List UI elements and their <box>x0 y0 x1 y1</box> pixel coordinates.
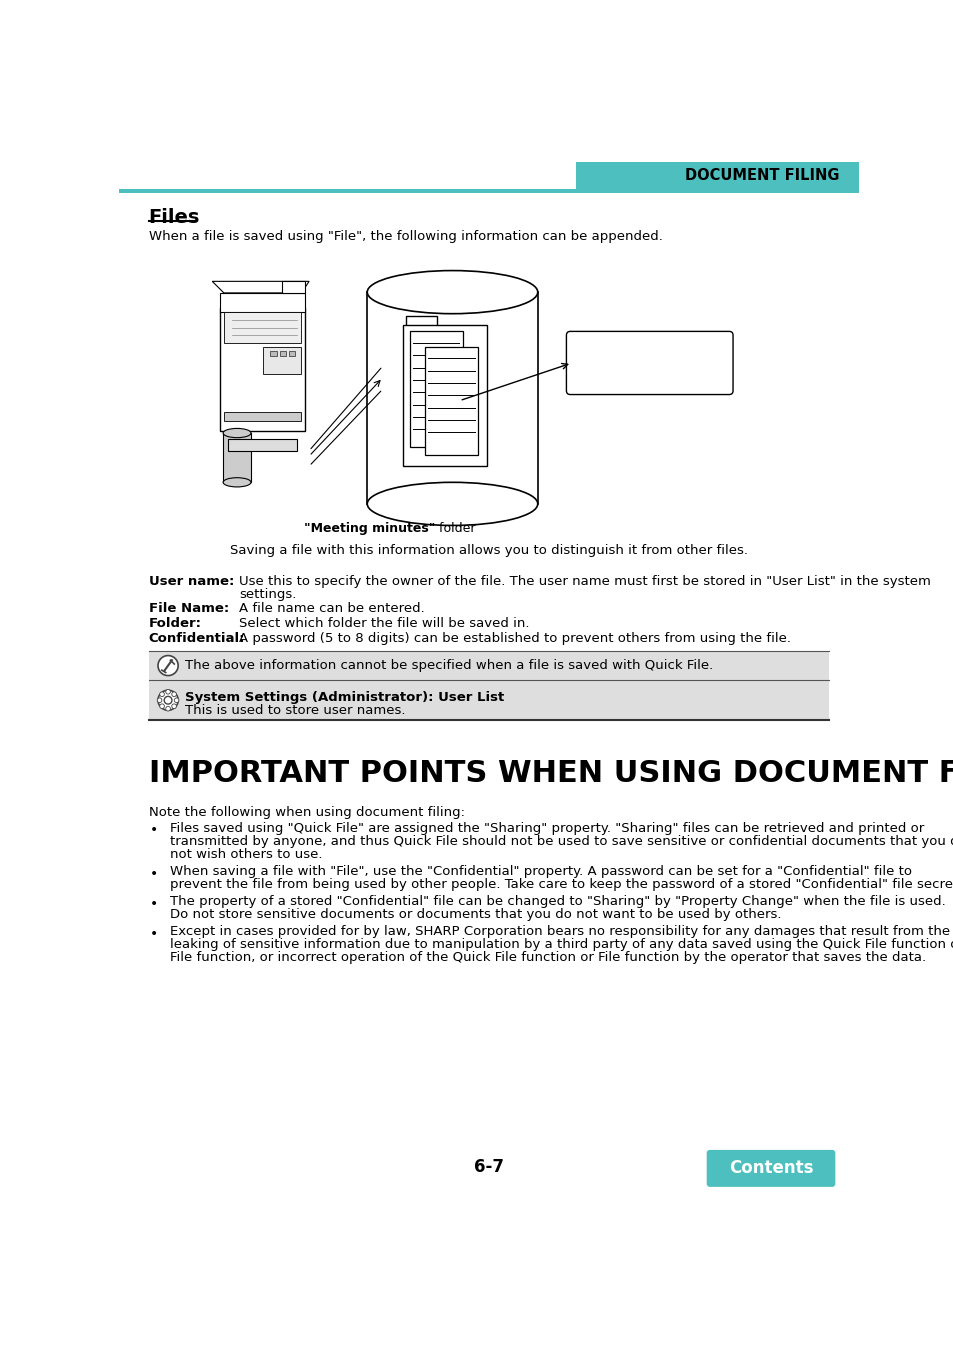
Bar <box>119 189 858 193</box>
Text: 12345678: 12345678 <box>630 374 690 386</box>
Ellipse shape <box>223 478 251 487</box>
Text: Contents: Contents <box>728 1160 812 1177</box>
Circle shape <box>166 690 171 694</box>
Bar <box>279 351 286 356</box>
Text: User name:: User name: <box>149 575 233 587</box>
Bar <box>410 331 462 447</box>
Text: Do not store sensitive documents or documents that you do not want to be used by: Do not store sensitive documents or docu… <box>170 909 781 921</box>
Text: Folder:: Folder: <box>149 617 201 630</box>
Circle shape <box>159 693 164 697</box>
Bar <box>367 292 537 504</box>
Text: •: • <box>150 896 158 911</box>
Text: not wish others to use.: not wish others to use. <box>170 848 322 861</box>
Circle shape <box>174 698 179 702</box>
Bar <box>220 293 305 312</box>
Polygon shape <box>212 281 309 293</box>
Circle shape <box>172 703 176 709</box>
Text: DOCUMENT FILING: DOCUMENT FILING <box>685 169 840 184</box>
Text: Confidential:: Confidential: <box>149 632 245 645</box>
Circle shape <box>158 656 178 675</box>
Circle shape <box>158 690 178 710</box>
Bar <box>149 651 828 680</box>
Bar <box>289 351 294 356</box>
Text: When saving a file with "File", use the "Confidential" property. A password can : When saving a file with "File", use the … <box>170 865 911 878</box>
Text: "Meeting minutes": "Meeting minutes" <box>304 522 435 536</box>
Circle shape <box>157 698 162 702</box>
FancyBboxPatch shape <box>566 331 732 394</box>
Text: File Name:: File Name: <box>576 358 651 371</box>
Bar <box>425 347 477 455</box>
Text: Select which folder the file will be saved in.: Select which folder the file will be sav… <box>239 617 529 630</box>
Text: Saving a file with this information allows you to distinguish it from other file: Saving a file with this information allo… <box>230 544 747 558</box>
Bar <box>220 308 305 432</box>
Bar <box>224 412 301 421</box>
Text: User Name:: User Name: <box>576 343 658 356</box>
Bar <box>149 680 828 721</box>
Text: Password:: Password: <box>576 374 648 386</box>
Bar <box>262 347 301 374</box>
Circle shape <box>159 703 164 709</box>
Text: Name 1: Name 1 <box>630 343 676 356</box>
Text: transmitted by anyone, and thus Quick File should not be used to save sensitive : transmitted by anyone, and thus Quick Fi… <box>170 836 953 848</box>
Text: A password (5 to 8 digits) can be established to prevent others from using the f: A password (5 to 8 digits) can be establ… <box>239 632 791 645</box>
Text: prevent the file from being used by other people. Take care to keep the password: prevent the file from being used by othe… <box>170 878 953 891</box>
Bar <box>270 351 276 356</box>
Text: Files: Files <box>149 208 200 227</box>
Ellipse shape <box>367 270 537 313</box>
Text: 6-7: 6-7 <box>474 1158 503 1176</box>
Bar <box>402 325 486 466</box>
Text: •: • <box>150 867 158 880</box>
Text: System Settings (Administrator): User List: System Settings (Administrator): User Li… <box>185 691 504 703</box>
Circle shape <box>166 706 171 711</box>
Bar <box>223 433 251 482</box>
Text: Files saved using "Quick File" are assigned the "Sharing" property. "Sharing" fi: Files saved using "Quick File" are assig… <box>170 822 923 834</box>
Text: •: • <box>150 824 158 837</box>
Text: File function, or incorrect operation of the Quick File function or File functio: File function, or incorrect operation of… <box>170 952 924 964</box>
Text: •: • <box>150 926 158 941</box>
Circle shape <box>164 697 172 705</box>
Ellipse shape <box>223 428 251 437</box>
Text: IMPORTANT POINTS WHEN USING DOCUMENT FILING: IMPORTANT POINTS WHEN USING DOCUMENT FIL… <box>149 759 953 788</box>
Text: Meeting handout: Meeting handout <box>630 358 731 371</box>
Text: leaking of sensitive information due to manipulation by a third party of any dat: leaking of sensitive information due to … <box>170 938 953 952</box>
Text: settings.: settings. <box>239 587 296 601</box>
Bar <box>576 162 858 189</box>
Bar <box>228 439 297 451</box>
Text: This is used to store user names.: This is used to store user names. <box>185 705 405 717</box>
Bar <box>406 316 436 327</box>
Text: When a file is saved using "File", the following information can be appended.: When a file is saved using "File", the f… <box>149 230 662 243</box>
Circle shape <box>172 693 176 697</box>
Text: The above information cannot be specified when a file is saved with Quick File.: The above information cannot be specifie… <box>185 659 713 672</box>
Text: The property of a stored "Confidential" file can be changed to "Sharing" by "Pro: The property of a stored "Confidential" … <box>170 895 944 909</box>
Text: Use this to specify the owner of the file. The user name must first be stored in: Use this to specify the owner of the fil… <box>239 575 930 587</box>
Text: File Name:: File Name: <box>149 602 229 616</box>
Text: A file name can be entered.: A file name can be entered. <box>239 602 425 616</box>
FancyBboxPatch shape <box>706 1150 835 1187</box>
Text: folder: folder <box>435 522 476 536</box>
Bar <box>282 281 305 293</box>
Bar <box>224 312 301 343</box>
Text: Note the following when using document filing:: Note the following when using document f… <box>149 806 464 819</box>
Ellipse shape <box>367 482 537 525</box>
Text: Except in cases provided for by law, SHARP Corporation bears no responsibility f: Except in cases provided for by law, SHA… <box>170 925 949 938</box>
